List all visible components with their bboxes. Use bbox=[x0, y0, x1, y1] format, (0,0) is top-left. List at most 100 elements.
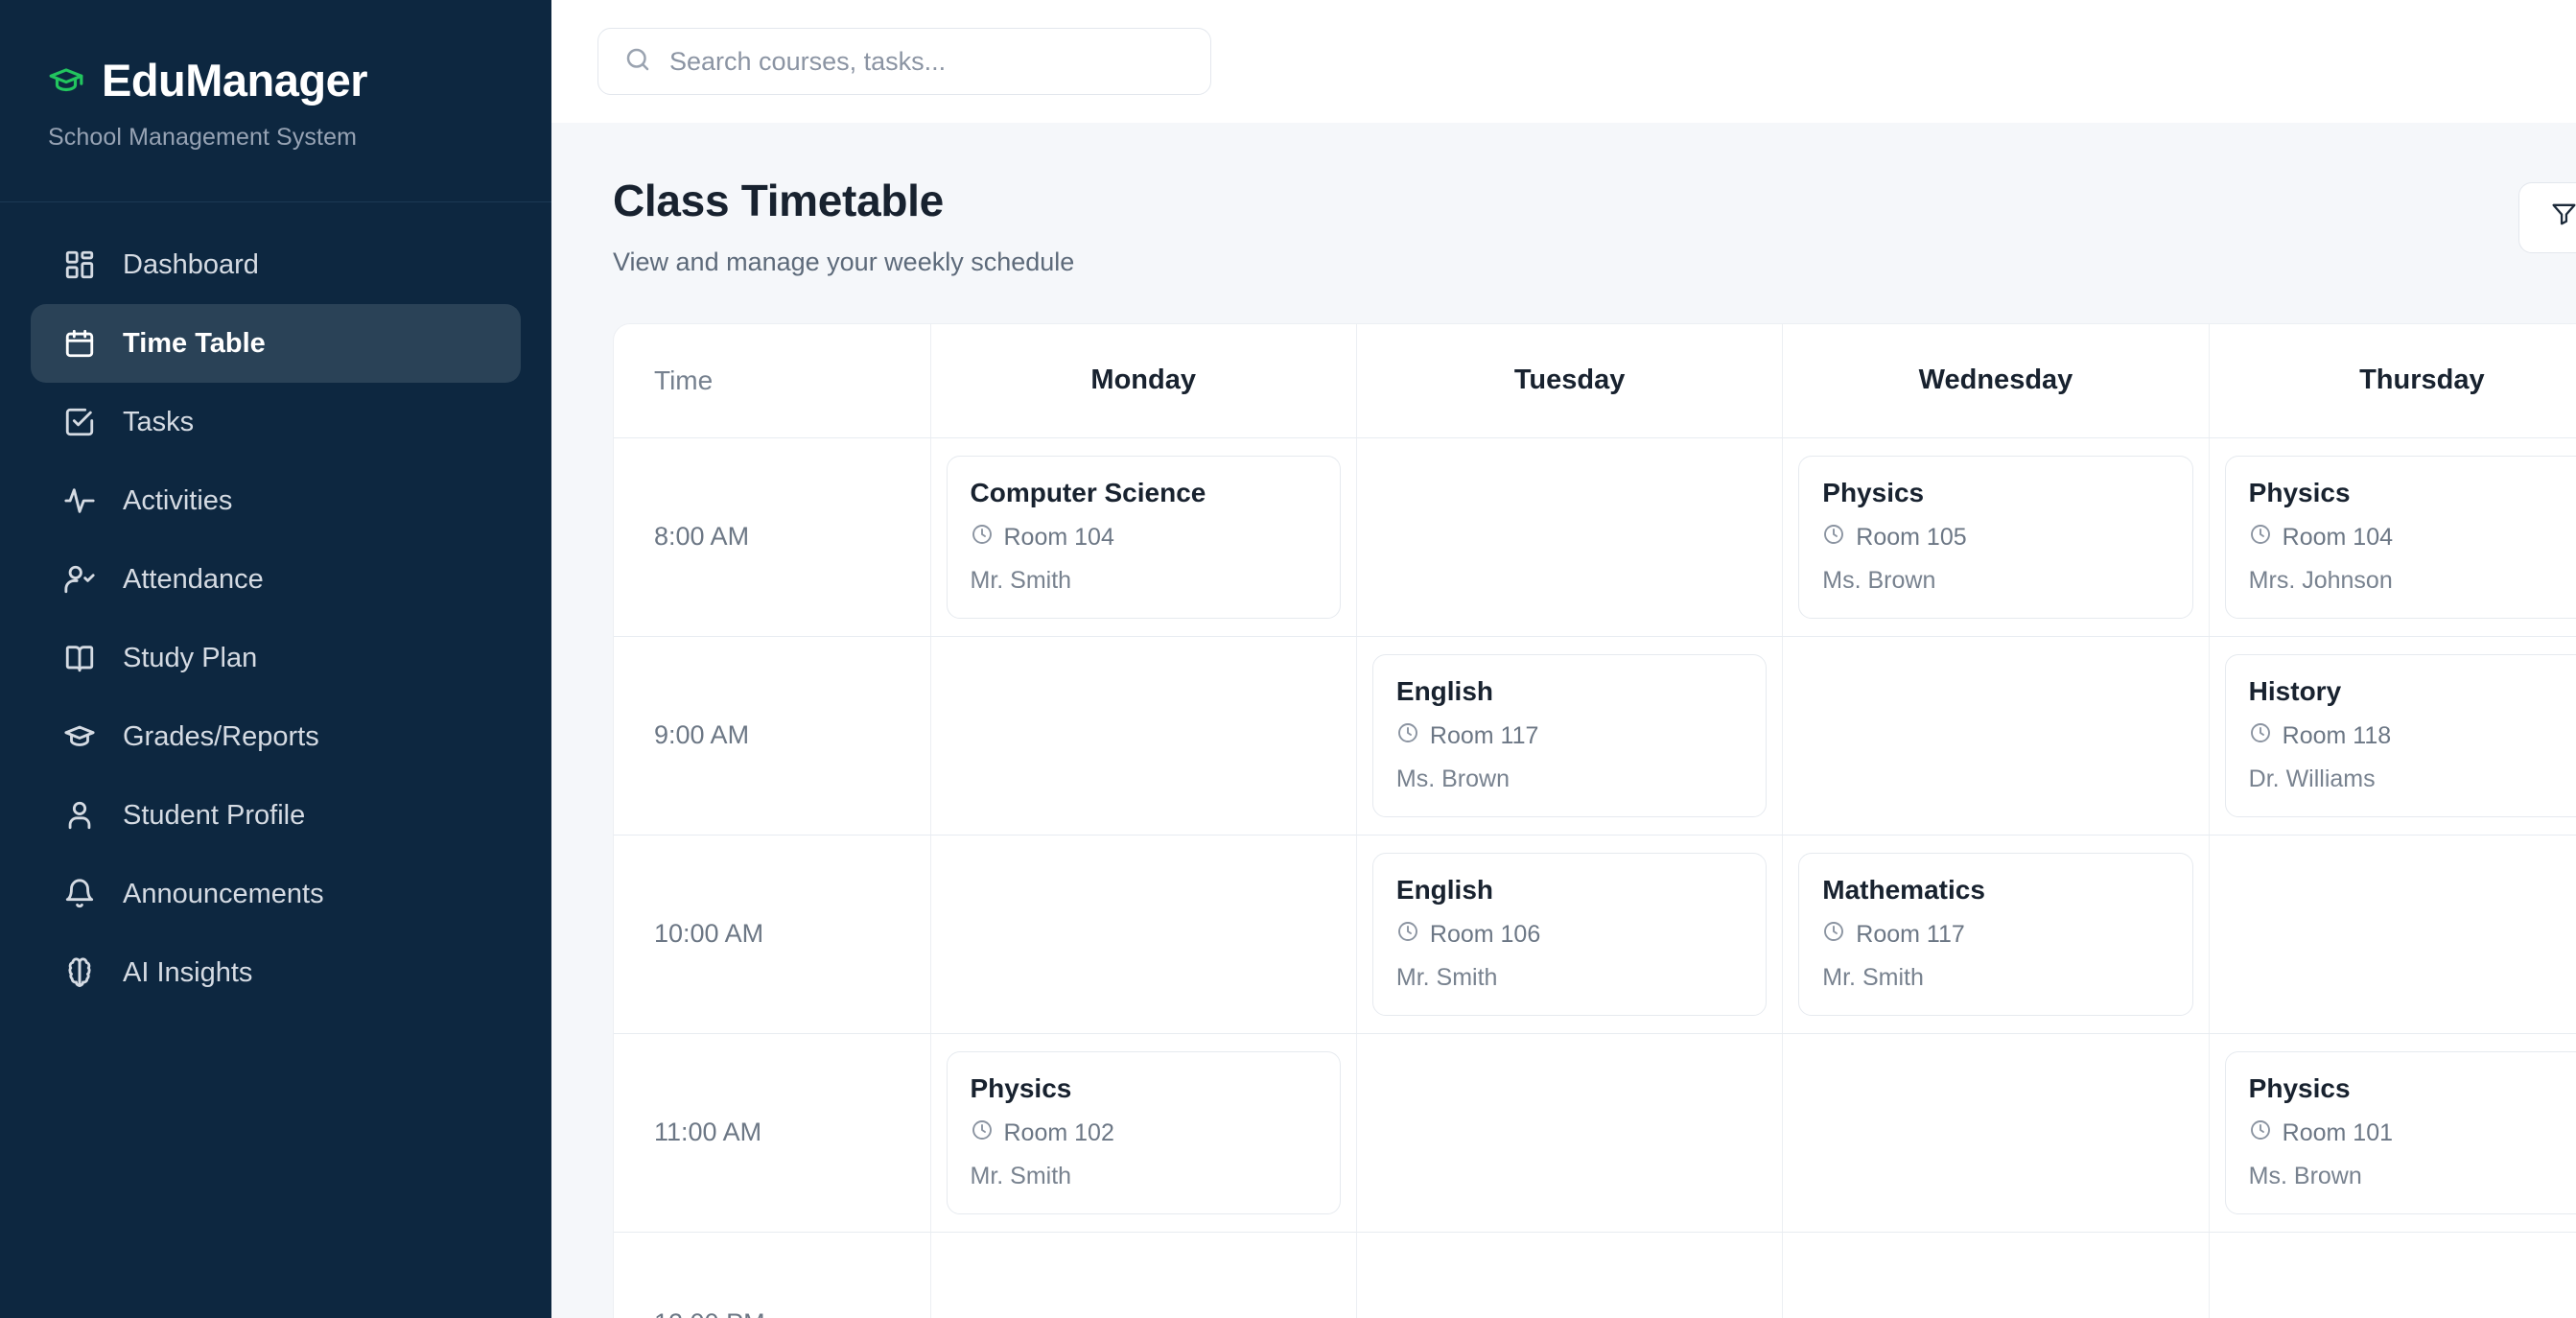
sidebar-item-ai-insights[interactable]: AI Insights bbox=[31, 933, 521, 1012]
class-room-label: Room 104 bbox=[1003, 523, 1114, 551]
clock-icon bbox=[971, 1118, 994, 1148]
timetable-cell bbox=[1782, 1232, 2210, 1318]
class-room-label: Room 101 bbox=[2282, 1118, 2394, 1146]
class-teacher: Mr. Smith bbox=[970, 566, 1072, 594]
timetable-cell bbox=[1782, 636, 2210, 836]
timetable-body: 8:00 AM Computer Science Room 104 Mr. Smith… bbox=[614, 437, 2576, 1318]
class-subject: Mathematics bbox=[1822, 874, 1985, 905]
timetable-cell bbox=[1356, 437, 1784, 637]
time-slot-label: 10:00 AM bbox=[614, 835, 931, 1034]
sidebar-item-time-table[interactable]: Time Table bbox=[31, 304, 521, 383]
timetable-cell: English Room 106 Mr. Smith bbox=[1356, 835, 1784, 1034]
class-subject: Physics bbox=[970, 1072, 1072, 1103]
sidebar-item-label: Grades/Reports bbox=[123, 720, 319, 752]
timetable-cell bbox=[2209, 835, 2576, 1034]
timetable: Time Monday Tuesday Wednesday Thursday F… bbox=[614, 324, 2576, 1318]
time-slot-label: 8:00 AM bbox=[614, 437, 931, 637]
class-room-label: Room 106 bbox=[1429, 920, 1541, 948]
time-slot-label: 12:00 PM bbox=[614, 1232, 931, 1318]
sidebar-item-student-profile[interactable]: Student Profile bbox=[31, 776, 521, 855]
check-square-icon bbox=[61, 404, 98, 440]
class-card[interactable]: Physics Room 102 Mr. Smith bbox=[946, 1050, 1341, 1214]
search-icon bbox=[623, 45, 652, 79]
sidebar-item-announcements[interactable]: Announcements bbox=[31, 855, 521, 933]
class-room: Room 118 bbox=[2249, 721, 2576, 751]
grid-icon bbox=[61, 247, 98, 283]
class-room: Room 102 bbox=[971, 1118, 1317, 1148]
class-room: Room 101 bbox=[2249, 1118, 2576, 1148]
sidebar-item-label: Attendance bbox=[123, 563, 264, 595]
sidebar-item-study-plan[interactable]: Study Plan bbox=[31, 619, 521, 697]
class-room: Room 104 bbox=[971, 523, 1317, 553]
timetable-header-row: Time Monday Tuesday Wednesday Thursday F… bbox=[614, 324, 2576, 438]
sidebar-item-label: Dashboard bbox=[123, 248, 259, 280]
class-card[interactable]: Physics Room 104 Mrs. Johnson bbox=[2224, 455, 2576, 619]
class-card[interactable]: English Room 106 Mr. Smith bbox=[1371, 852, 1768, 1016]
top-bar: JD John Doe Grade 10 - A bbox=[551, 0, 2576, 123]
graduation-cap-icon bbox=[61, 718, 98, 755]
search-input[interactable] bbox=[669, 46, 1185, 77]
time-slot-label: 11:00 AM bbox=[614, 1033, 931, 1233]
class-subject: Physics bbox=[1822, 477, 1925, 507]
class-teacher: Mrs. Johnson bbox=[2248, 566, 2393, 594]
timetable-panel: Time Monday Tuesday Wednesday Thursday F… bbox=[613, 323, 2576, 1318]
search-box[interactable] bbox=[597, 28, 1211, 95]
timetable-row: 12:00 PM bbox=[614, 1232, 2576, 1318]
class-card[interactable]: Physics Room 101 Ms. Brown bbox=[2224, 1050, 2576, 1214]
class-room: Room 117 bbox=[1822, 920, 2168, 950]
filter-button[interactable]: Filter bbox=[2517, 182, 2576, 253]
timetable-cell bbox=[930, 1232, 1357, 1318]
timetable-row: 8:00 AM Computer Science Room 104 Mr. Smith… bbox=[614, 437, 2576, 637]
timetable-cell bbox=[930, 835, 1357, 1034]
user-icon bbox=[61, 797, 98, 834]
class-card[interactable]: Computer Science Room 104 Mr. Smith bbox=[946, 455, 1341, 619]
class-teacher: Ms. Brown bbox=[1822, 566, 1936, 594]
timetable-row: 11:00 AM Physics Room 102 Mr. Smith Physics R… bbox=[614, 1033, 2576, 1233]
clock-icon bbox=[1822, 920, 1845, 950]
class-room-label: Room 104 bbox=[2282, 523, 2394, 551]
page-header: Class Timetable View and manage your wee… bbox=[613, 175, 2576, 277]
column-header-time: Time bbox=[614, 324, 931, 438]
timetable-cell: Physics Room 101 Ms. Brown bbox=[2209, 1033, 2576, 1233]
column-header-monday: Monday bbox=[930, 324, 1357, 438]
clock-icon bbox=[1396, 721, 1419, 751]
class-subject: History bbox=[2248, 675, 2342, 706]
clock-icon bbox=[2249, 1118, 2272, 1148]
clock-icon bbox=[1396, 920, 1419, 950]
sidebar-item-label: AI Insights bbox=[123, 956, 253, 988]
graduation-cap-icon bbox=[48, 62, 84, 99]
class-room: Room 104 bbox=[2249, 523, 2576, 553]
page-subtitle: View and manage your weekly schedule bbox=[613, 247, 1075, 276]
page-actions: Filter This Week bbox=[2517, 175, 2576, 253]
class-teacher: Mr. Smith bbox=[1822, 963, 1924, 991]
sidebar-item-dashboard[interactable]: Dashboard bbox=[31, 225, 521, 304]
class-card[interactable]: Physics Room 105 Ms. Brown bbox=[1798, 455, 2193, 619]
sidebar-divider bbox=[0, 201, 551, 202]
class-card[interactable]: English Room 117 Ms. Brown bbox=[1371, 653, 1768, 817]
timetable-cell: Computer Science Room 104 Mr. Smith bbox=[930, 437, 1357, 637]
class-card[interactable]: Mathematics Room 117 Mr. Smith bbox=[1798, 852, 2193, 1016]
class-teacher: Mr. Smith bbox=[1395, 963, 1498, 991]
timetable-row: 9:00 AM English Room 117 Ms. Brown History Ro… bbox=[614, 636, 2576, 836]
sidebar-item-label: Student Profile bbox=[123, 799, 306, 831]
sidebar-item-activities[interactable]: Activities bbox=[31, 461, 521, 540]
sidebar-item-label: Announcements bbox=[123, 878, 324, 909]
sidebar: EduManager School Management System Dash… bbox=[0, 0, 551, 1318]
class-subject: Physics bbox=[2248, 477, 2351, 507]
sidebar-item-grades-reports[interactable]: Grades/Reports bbox=[31, 697, 521, 776]
class-subject: English bbox=[1395, 675, 1494, 706]
brain-icon bbox=[61, 954, 98, 991]
clock-icon bbox=[971, 523, 994, 553]
brand-name: EduManager bbox=[102, 55, 368, 106]
class-teacher: Dr. Williams bbox=[2248, 765, 2376, 792]
class-subject: Computer Science bbox=[970, 477, 1206, 507]
class-card[interactable]: History Room 118 Dr. Williams bbox=[2224, 653, 2576, 817]
timetable-cell: Physics Room 102 Mr. Smith bbox=[930, 1033, 1357, 1233]
class-room: Room 106 bbox=[1396, 920, 1743, 950]
sidebar-item-tasks[interactable]: Tasks bbox=[31, 383, 521, 461]
class-room: Room 117 bbox=[1396, 721, 1743, 751]
class-room-label: Room 102 bbox=[1003, 1118, 1114, 1146]
column-header-thursday: Thursday bbox=[2209, 324, 2576, 438]
page-title-block: Class Timetable View and manage your wee… bbox=[613, 175, 1074, 277]
sidebar-item-attendance[interactable]: Attendance bbox=[31, 540, 521, 619]
